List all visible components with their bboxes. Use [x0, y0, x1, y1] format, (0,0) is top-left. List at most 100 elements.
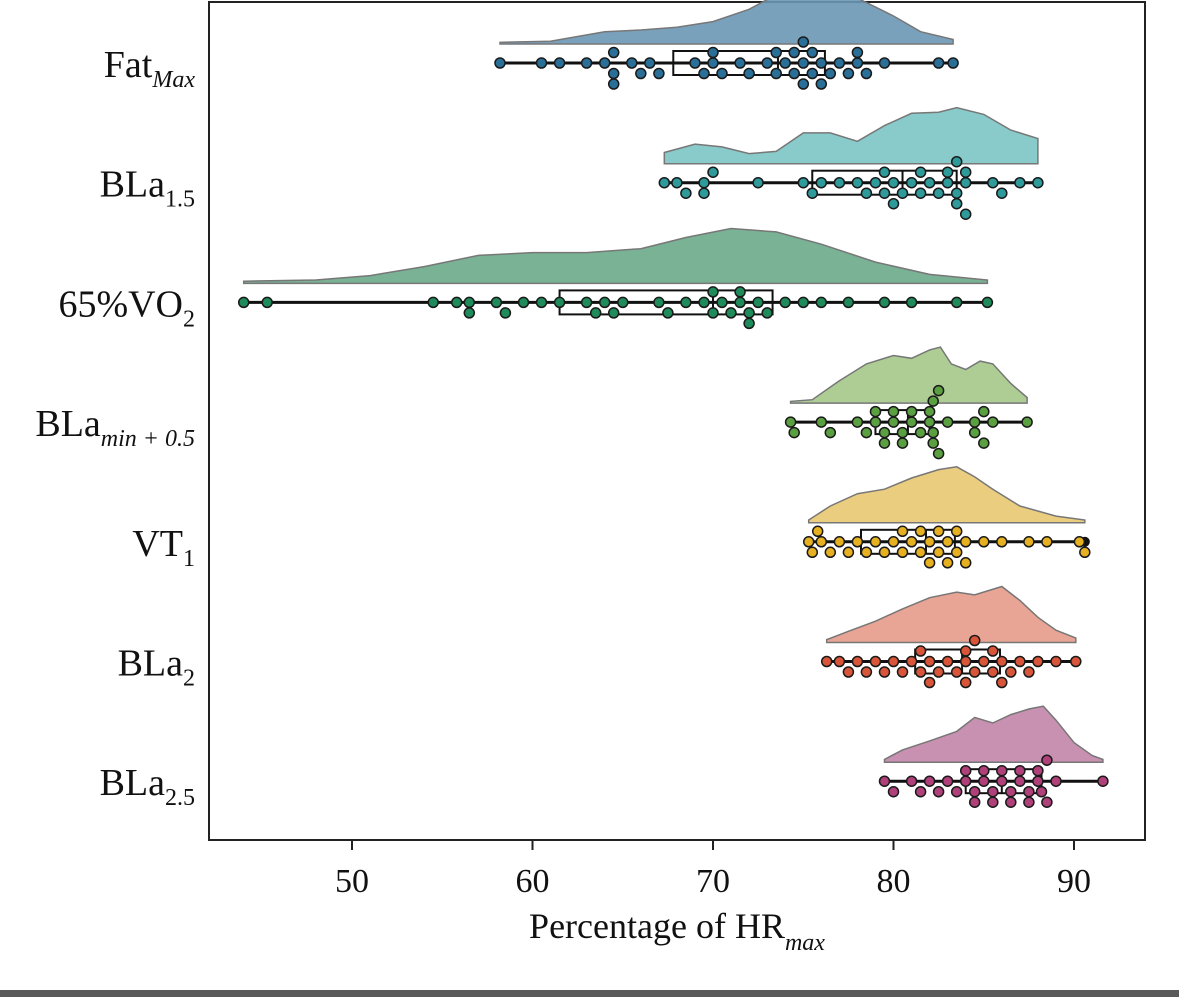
point-bla-min-0-5-26 [968, 426, 981, 439]
x-tick-label-60: 60 [516, 863, 550, 900]
point-65-vo-2-23 [725, 307, 737, 319]
point-fat-max-27 [797, 36, 810, 48]
cloud-65-vo-2 [242, 227, 989, 285]
point-65-vo-2-32 [815, 296, 828, 309]
point-bla-2-1 [833, 655, 846, 668]
point-vt-1-24 [950, 525, 963, 538]
point-bla-min-0-5-28 [978, 437, 990, 449]
point-fat-max-17 [734, 57, 746, 69]
point-65-vo-2-28 [752, 296, 764, 309]
x-axis-title-sub: max [785, 930, 825, 956]
point-bla-2-5-12 [978, 775, 990, 787]
point-fat-max-5 [607, 67, 620, 80]
point-65-vo-2-5 [463, 307, 476, 319]
category-label-bla-min-0-5: BLamin + 0.5 [35, 403, 195, 452]
point-bla-2-5-16 [996, 775, 1008, 787]
point-bla-1-5-17 [887, 197, 900, 210]
category-label-sub-bla-2-5: 2.5 [165, 785, 195, 811]
point-bla-min-0-5-24 [941, 416, 954, 428]
point-bla-2-5 [869, 655, 882, 668]
point-bla-min-0-5-23 [932, 384, 945, 397]
point-vt-1-25 [959, 536, 972, 548]
category-label-main-65-vo-2: 65%VO [58, 283, 183, 325]
point-bla-min-0-5-0 [784, 416, 797, 428]
point-fat-max-18 [743, 67, 755, 80]
point-bla-1-5-4 [698, 187, 710, 199]
point-65-vo-2-19 [698, 296, 710, 309]
point-fat-max-15 [707, 46, 719, 59]
point-vt-1-9 [869, 536, 882, 548]
point-bla-min-0-5-8 [878, 426, 891, 439]
point-vt-1-20 [932, 525, 945, 538]
point-bla-2-5-19 [1005, 796, 1017, 808]
point-fat-max-25 [797, 57, 810, 69]
point-bla-2-5-27 [1041, 796, 1053, 808]
point-vt-1-11 [887, 536, 900, 548]
point-bla-2-12 [923, 655, 936, 668]
point-vt-1-28 [996, 536, 1008, 548]
point-vt-1-15 [914, 546, 927, 559]
point-65-vo-2-17 [662, 307, 674, 319]
cloud-layer [242, 0, 1104, 763]
point-vt-1-13 [896, 525, 909, 538]
point-bla-2-27 [1005, 666, 1017, 678]
point-bla-1-5-10 [833, 176, 846, 189]
point-bla-2-7 [887, 655, 900, 668]
cloud-vt-1 [807, 466, 1086, 524]
point-bla-2-18 [959, 645, 972, 657]
point-bla-min-0-5-7 [869, 405, 882, 418]
point-fat-max-36 [851, 46, 864, 59]
point-65-vo-2-30 [779, 296, 791, 309]
point-fat-max-12 [689, 57, 701, 69]
point-fat-max-9 [635, 67, 647, 80]
point-65-vo-2-15 [617, 296, 629, 309]
point-bla-2-5-18 [1005, 785, 1017, 798]
category-label-main-vt-1: VT [132, 523, 183, 565]
point-vt-1-17 [923, 536, 936, 548]
point-bla-2-11 [914, 645, 927, 657]
category-label-fat-max: FatMax [104, 44, 196, 93]
point-bla-1-5-31 [959, 208, 972, 220]
point-bla-min-0-5-3 [824, 426, 837, 439]
point-bla-min-0-5-22 [932, 447, 945, 460]
point-layer [237, 36, 1109, 808]
point-bla-2-5-1 [887, 785, 900, 798]
point-vt-1-30 [1041, 536, 1053, 548]
point-bla-2-5-28 [1041, 754, 1053, 766]
point-fat-max-3 [580, 57, 593, 69]
point-fat-max-14 [707, 57, 719, 69]
point-bla-2-25 [996, 655, 1008, 668]
point-bla-1-5-0 [658, 176, 671, 189]
bottom-bar [0, 990, 1179, 997]
point-bla-2-15 [941, 655, 954, 668]
point-bla-1-5-6 [752, 176, 764, 189]
category-label-sub-bla-min-0-5: min + 0.5 [101, 426, 195, 452]
point-bla-2-5-25 [1032, 764, 1044, 777]
point-vt-1-7 [851, 536, 864, 548]
point-bla-2-5-4 [923, 775, 936, 787]
x-tick-label-80: 80 [877, 863, 911, 900]
point-bla-1-5-34 [1014, 176, 1026, 189]
x-axis-title: Percentage of HRmax [529, 906, 825, 956]
point-bla-min-0-5-6 [869, 416, 882, 428]
point-fat-max-11 [653, 67, 665, 80]
point-65-vo-2-36 [950, 296, 963, 309]
point-bla-2-5-0 [878, 775, 891, 787]
point-bla-2-20 [968, 666, 981, 678]
cloud-fat-max [499, 0, 954, 45]
point-65-vo-2-29 [761, 307, 773, 319]
point-bla-1-5-15 [878, 166, 891, 178]
point-65-vo-2-1 [261, 296, 273, 309]
point-bla-1-5-20 [914, 187, 927, 199]
point-vt-1-22 [941, 557, 954, 569]
point-bla-2-5-15 [987, 796, 999, 808]
cloud-bla-2 [825, 585, 1077, 644]
category-label-main-bla-1-5: BLa [100, 164, 166, 206]
point-vt-1-19 [932, 546, 945, 559]
point-65-vo-2-24 [734, 296, 746, 309]
point-bla-1-5-24 [941, 176, 954, 189]
cloud-bla-2-5 [883, 705, 1104, 763]
point-bla-2-5-13 [978, 764, 990, 777]
